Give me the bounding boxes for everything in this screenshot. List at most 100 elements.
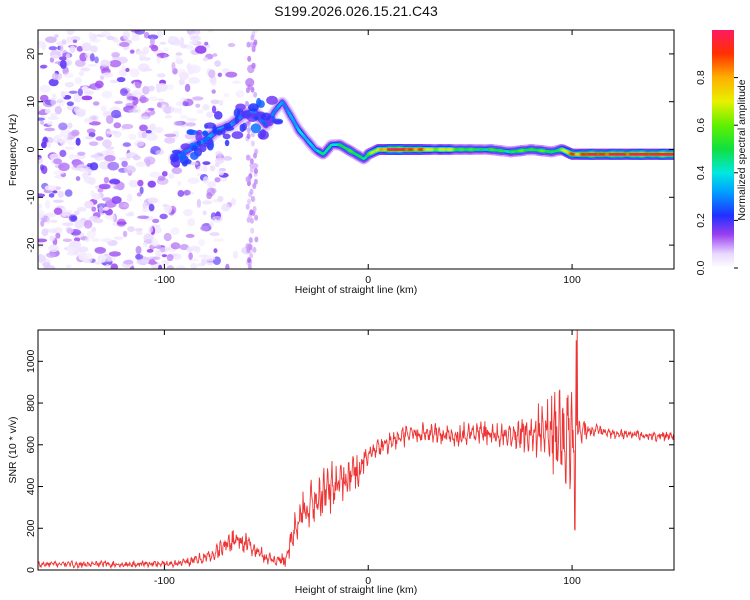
- noise-blob: [170, 242, 181, 250]
- noise-blob: [201, 258, 206, 266]
- noise-blob: [137, 63, 150, 72]
- noise-blob: [65, 264, 72, 269]
- ridge-blob: [266, 95, 278, 105]
- noise-blob: [156, 73, 166, 78]
- noise-blob: [154, 126, 164, 134]
- noise-blob: [98, 183, 111, 190]
- noise-blob: [44, 199, 51, 209]
- noise-blob: [253, 91, 258, 98]
- noise-blob: [101, 197, 112, 202]
- noise-blob: [39, 84, 51, 93]
- ridge-blob: [169, 153, 180, 163]
- noise-blob: [84, 200, 94, 209]
- noise-blob: [75, 137, 81, 146]
- noise-blob: [147, 96, 159, 102]
- noise-blob: [253, 178, 258, 185]
- noise-blob: [164, 133, 177, 138]
- noise-blob: [91, 226, 97, 233]
- colorbar-ticks: 0.0 0.2 0.4 0.6 0.8: [695, 70, 738, 275]
- spectrogram-x-tick-label: -100: [154, 274, 175, 286]
- noise-blob: [54, 105, 63, 115]
- noise-blob: [159, 246, 166, 253]
- noise-blob: [254, 236, 259, 243]
- noise-blob: [142, 241, 148, 247]
- noise-blob: [173, 107, 179, 114]
- noise-blob: [113, 185, 120, 190]
- spectrogram-x-ticks: -100 0 100: [154, 30, 581, 286]
- noise-blob: [141, 131, 147, 139]
- noise-blob: [48, 78, 59, 87]
- noise-blob: [46, 141, 51, 148]
- noise-blob: [165, 204, 170, 211]
- noise-blob: [122, 230, 128, 238]
- noise-blob: [89, 53, 95, 62]
- noise-blob: [247, 257, 252, 264]
- noise-blob: [211, 215, 223, 223]
- noise-blob: [204, 41, 209, 46]
- noise-blob: [249, 167, 254, 174]
- noise-blob: [225, 71, 238, 78]
- noise-blob: [206, 192, 213, 200]
- noise-blob: [246, 121, 251, 128]
- noise-blob: [64, 146, 75, 150]
- noise-blob: [38, 157, 44, 164]
- noise-blob: [88, 215, 99, 221]
- noise-blob: [51, 93, 57, 100]
- ridge-blob: [212, 125, 218, 135]
- noise-blob: [136, 231, 143, 236]
- noise-blob: [109, 79, 120, 84]
- spectrogram-y-tick-label: -10: [25, 190, 37, 205]
- spectrogram-y-axis-label: Frequency (Hz): [7, 114, 19, 186]
- noise-blob: [129, 49, 135, 54]
- noise-blob: [164, 136, 176, 144]
- noise-blob: [40, 217, 47, 221]
- noise-blob: [155, 150, 165, 155]
- noise-blob: [209, 232, 220, 237]
- noise-blob: [171, 253, 182, 260]
- snr-x-tick-label: 100: [563, 575, 581, 587]
- ridge-blob: [231, 131, 244, 139]
- noise-blob: [252, 246, 257, 253]
- noise-blob: [192, 96, 204, 101]
- noise-blob: [126, 96, 138, 101]
- noise-blob: [52, 199, 65, 203]
- ridge-blob: [250, 123, 262, 134]
- noise-blob: [48, 46, 58, 51]
- noise-blob: [170, 227, 180, 235]
- noise-blob: [189, 65, 201, 74]
- noise-blob: [194, 30, 201, 35]
- noise-blob: [76, 206, 87, 212]
- noise-blob: [147, 107, 155, 111]
- noise-blob: [178, 78, 185, 86]
- noise-blob: [247, 198, 252, 205]
- noise-blob: [148, 85, 155, 92]
- noise-blob: [245, 78, 255, 88]
- noise-blob: [116, 218, 127, 227]
- noise-blob: [100, 105, 107, 112]
- noise-blob: [180, 43, 187, 49]
- noise-blob: [202, 56, 209, 62]
- noise-blob: [65, 53, 70, 60]
- noise-blob: [83, 90, 94, 94]
- noise-blob: [46, 252, 56, 258]
- noise-blob: [215, 150, 223, 157]
- noise-blob: [182, 101, 189, 107]
- noise-blob: [217, 72, 223, 78]
- noise-blob: [147, 180, 156, 188]
- noise-blob: [134, 140, 145, 147]
- noise-blob: [101, 150, 112, 156]
- noise-blob: [111, 109, 122, 119]
- noise-blob: [210, 99, 220, 105]
- noise-blob: [40, 94, 49, 102]
- spectrogram-y-tick-label: 10: [25, 96, 37, 108]
- noise-blob: [252, 152, 257, 159]
- noise-blob: [88, 31, 94, 40]
- noise-blob: [84, 52, 92, 59]
- noise-blob: [247, 263, 252, 269]
- noise-blob: [156, 54, 162, 64]
- noise-blob: [45, 36, 57, 44]
- noise-blob: [42, 136, 48, 143]
- noise-blob: [91, 193, 102, 201]
- noise-blob: [67, 122, 72, 129]
- noise-blob: [252, 206, 257, 213]
